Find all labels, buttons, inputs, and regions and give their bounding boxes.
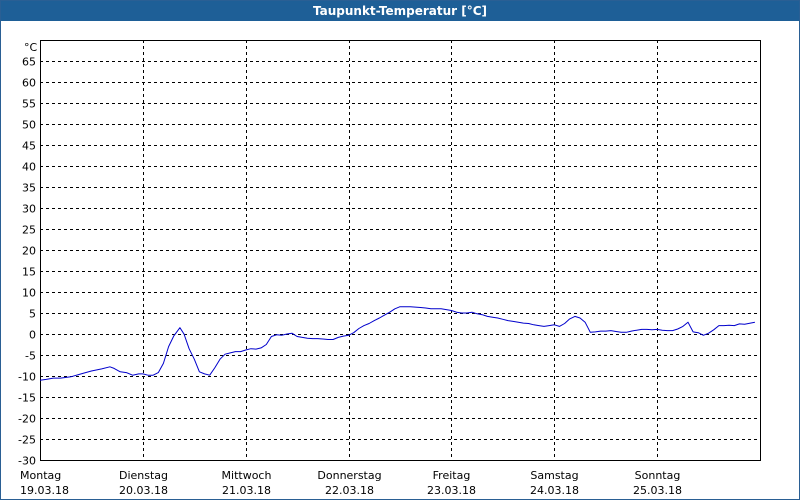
y-tick-label: 35 [22, 182, 36, 195]
y-tick-label: -30 [18, 455, 36, 468]
series-line-0 [39, 306, 755, 381]
x-tick-day: Freitag [433, 469, 471, 482]
x-tick-date: 25.03.18 [633, 484, 682, 497]
y-tick-label: 30 [22, 203, 36, 216]
x-tick-day: Montag [20, 469, 61, 482]
y-tick-label: -25 [18, 434, 36, 447]
y-tick-label: 50 [22, 119, 36, 132]
x-tick-date: 22.03.18 [325, 484, 374, 497]
x-tick-date: 23.03.18 [427, 484, 476, 497]
y-tick-label: -20 [18, 413, 36, 426]
y-tick-label: -10 [18, 371, 36, 384]
x-tick-date: 24.03.18 [530, 484, 579, 497]
y-tick-label: 40 [22, 161, 36, 174]
chart-title: Taupunkt-Temperatur [°C] [1, 1, 799, 21]
x-tick-labels: Montag 19.03.18 Dienstag 20.03.18 Mittwoch 21… [20, 469, 682, 497]
y-tick-labels: -30 -25 -20 -15 -10 -5 0 5 10 15 20 25 30 35 40 45 50 55 6… [18, 56, 36, 468]
x-gridlines [143, 40, 658, 460]
y-tick-label: 55 [22, 98, 36, 111]
x-tick-date: 20.03.18 [119, 484, 168, 497]
y-tick-label: 45 [22, 140, 36, 153]
y-tick-label: -15 [18, 392, 36, 405]
y-tick-label: -5 [25, 350, 36, 363]
y-tick-label: 65 [22, 56, 36, 69]
y-tick-label: 10 [22, 287, 36, 300]
x-tick-day: Sonntag [635, 469, 681, 482]
y-tick-label: 0 [29, 329, 36, 342]
y-tick-label: 15 [22, 266, 36, 279]
x-tick-day: Donnerstag [317, 469, 381, 482]
y-tick-label: 60 [22, 77, 36, 90]
x-tick-date: 21.03.18 [222, 484, 271, 497]
y-tick-label: 20 [22, 245, 36, 258]
x-tick-date: 19.03.18 [20, 484, 69, 497]
y-unit-label: °C [24, 41, 38, 54]
y-tick-label: 5 [29, 308, 36, 321]
y-gridlines [40, 61, 760, 461]
y-tick-label: 25 [22, 224, 36, 237]
series-group [39, 306, 755, 381]
x-tick-day: Mittwoch [222, 469, 272, 482]
x-tick-day: Dienstag [119, 469, 168, 482]
x-tick-day: Samstag [530, 469, 578, 482]
